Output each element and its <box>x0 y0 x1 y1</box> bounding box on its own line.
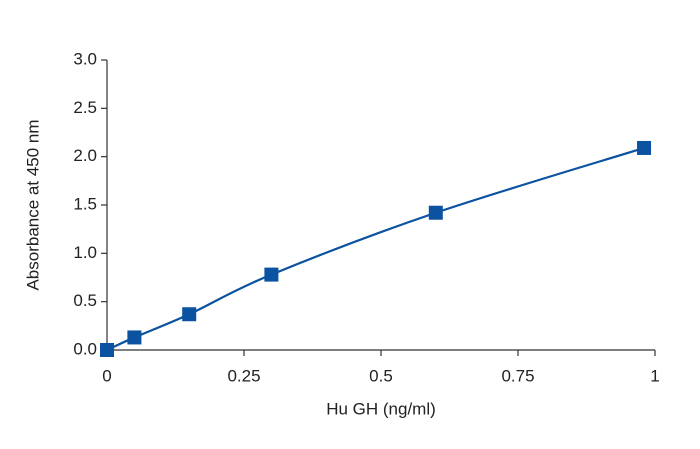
x-axis-label: Hu GH (ng/ml) <box>326 399 436 418</box>
x-tick-label: 0.75 <box>501 366 534 385</box>
x-tick-label: 0 <box>102 366 111 385</box>
y-tick-label: 3.0 <box>73 49 97 68</box>
marker <box>182 307 197 322</box>
marker <box>100 343 114 357</box>
marker <box>264 267 279 282</box>
marker <box>637 140 652 155</box>
marker <box>127 330 142 345</box>
y-tick-label: 0.0 <box>73 339 97 358</box>
x-tick-label: 0.5 <box>369 366 393 385</box>
x-tick-label: 0.25 <box>227 366 260 385</box>
y-tick-label: 2.5 <box>73 98 97 117</box>
y-tick-label: 1.0 <box>73 243 97 262</box>
y-tick-label: 0.5 <box>73 291 97 310</box>
y-tick-label: 2.0 <box>73 146 97 165</box>
marker <box>428 205 443 220</box>
y-axis-label: Absorbance at 450 nm <box>23 119 42 290</box>
y-tick-label: 1.5 <box>73 194 97 213</box>
x-tick-label: 1 <box>650 366 659 385</box>
